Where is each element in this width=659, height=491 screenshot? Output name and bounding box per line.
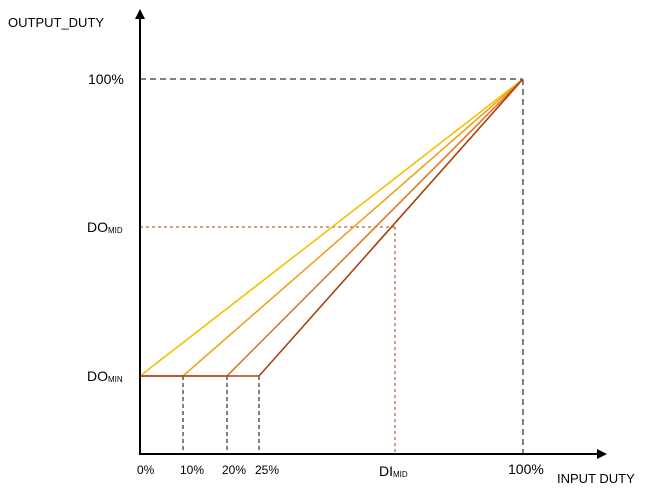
y-axis-title: OUTPUT_DUTY bbox=[8, 15, 104, 30]
x-label-100: 100% bbox=[508, 461, 544, 477]
x-label-0: 0% bbox=[137, 463, 155, 477]
x-label-25: 25% bbox=[255, 463, 279, 477]
curve-knee-0 bbox=[139, 78, 524, 377]
y-label-do-min: DOMIN bbox=[87, 368, 123, 384]
x-axis-title: INPUT DUTY bbox=[557, 471, 635, 486]
x-label-10: 10% bbox=[180, 463, 204, 477]
y-label-do-mid: DOMID bbox=[87, 219, 123, 235]
y-label-100: 100% bbox=[88, 71, 124, 87]
x-label-20: 20% bbox=[222, 463, 246, 477]
curve-knee-25 bbox=[140, 78, 524, 377]
x-label-di-mid: DIMID bbox=[379, 463, 408, 479]
